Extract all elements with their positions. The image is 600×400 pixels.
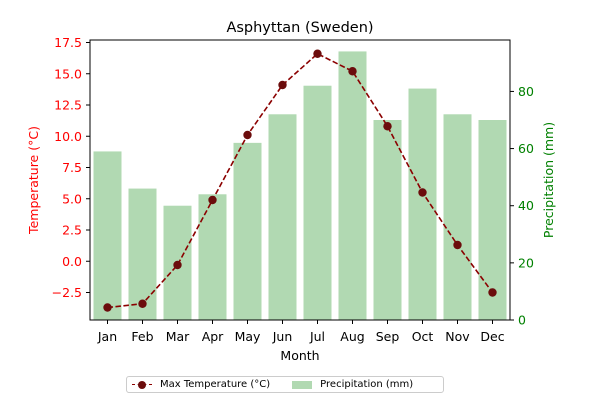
temp-point-aug xyxy=(348,67,357,76)
legend-item-temperature: Max Temperature (°C) xyxy=(132,379,270,390)
x-tick-label: Mar xyxy=(166,329,190,344)
precip-bar-may xyxy=(233,142,262,320)
temp-point-feb xyxy=(138,299,147,308)
legend-label-precipitation: Precipitation (mm) xyxy=(320,379,414,390)
precip-bar-nov xyxy=(443,114,472,321)
temp-point-dec xyxy=(488,288,497,297)
legend-line-marker-icon xyxy=(132,380,152,390)
precip-bar-sep xyxy=(373,120,402,320)
y-left-tick-label: 10.0 xyxy=(54,129,82,144)
precip-bar-jul xyxy=(303,85,332,320)
x-tick-label: Nov xyxy=(445,329,470,344)
x-tick-label: Jul xyxy=(309,329,325,344)
precip-bar-jun xyxy=(268,114,297,321)
y-axis-right-label: Precipitation (mm) xyxy=(541,122,556,238)
temp-point-jun xyxy=(278,80,287,90)
temp-point-apr xyxy=(208,195,217,205)
y-left-tick-label: 17.5 xyxy=(54,35,82,50)
y-left-tick-label: 5.0 xyxy=(62,191,82,206)
x-tick-label: Oct xyxy=(412,329,434,344)
y-left-tick-label: 0.0 xyxy=(62,254,82,269)
y-left-tick-label: −2.5 xyxy=(52,285,82,300)
x-tick-label: Jan xyxy=(97,329,117,344)
axes: Jan Feb Mar Apr May Jun Jul Aug Sep Oct Nov Dec −2.5… xyxy=(52,35,534,344)
temp-point-nov xyxy=(453,240,462,250)
precip-bar-feb xyxy=(128,188,157,320)
legend: Max Temperature (°C) Precipitation (mm) xyxy=(126,376,444,393)
precip-bar-oct xyxy=(408,88,437,320)
x-tick-label: Dec xyxy=(480,329,504,344)
y-right-tick-label: 80 xyxy=(518,84,534,99)
y-right-tick-label: 20 xyxy=(518,255,534,270)
temp-point-jul xyxy=(313,49,322,58)
precip-bar-apr xyxy=(198,194,227,320)
y-axis-left-label: Temperature (°C) xyxy=(26,126,41,235)
y-left-tick-label: 12.5 xyxy=(54,98,82,113)
x-tick-label: May xyxy=(235,329,261,344)
temp-point-jan xyxy=(103,303,112,312)
precipitation-bars xyxy=(93,51,507,321)
y-right-tick-label: 0 xyxy=(518,313,526,328)
x-tick-label: Jun xyxy=(272,329,293,344)
temp-point-oct xyxy=(418,188,427,197)
y-left-tick-label: 2.5 xyxy=(62,223,82,238)
y-left-tick-label: 15.0 xyxy=(54,66,82,81)
precip-bar-aug xyxy=(338,51,367,321)
x-tick-label: Aug xyxy=(340,329,364,344)
x-tick-label: Apr xyxy=(202,329,224,344)
legend-bar-patch-icon xyxy=(292,380,313,389)
temp-point-may xyxy=(243,130,252,140)
legend-item-precipitation: Precipitation (mm) xyxy=(292,379,413,390)
precip-bar-jan xyxy=(93,151,122,320)
plot-frame xyxy=(89,39,511,321)
temp-point-sep xyxy=(383,122,392,131)
temperature-series-line xyxy=(107,52,494,309)
y-left-tick-label: 7.5 xyxy=(62,160,82,175)
precip-bar-dec xyxy=(478,120,507,320)
y-right-tick-label: 40 xyxy=(518,198,534,213)
x-axis-label: Month xyxy=(280,348,319,363)
x-tick-label: Feb xyxy=(131,329,153,344)
chart-title: Asphyttan (Sweden) xyxy=(226,20,373,36)
x-tick-label: Sep xyxy=(376,329,400,344)
temperature-line xyxy=(103,49,497,312)
legend-label-temperature: Max Temperature (°C) xyxy=(160,379,271,390)
temp-point-mar xyxy=(173,260,182,270)
y-right-tick-label: 60 xyxy=(518,141,534,156)
